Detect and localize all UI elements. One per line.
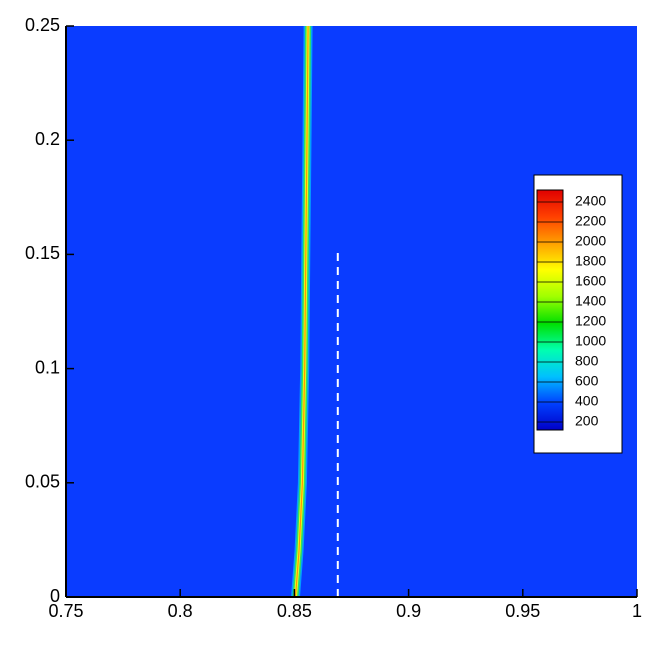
colorbar [536,189,564,431]
x-tick-label: 0.8 [168,601,193,621]
flame-front [294,26,309,597]
colorbar-label: 1400 [575,293,606,309]
y-tick-label: 0.15 [25,243,60,263]
y-tick-label: 0.25 [25,15,60,35]
colorbar-label: 600 [575,373,599,389]
colorbar-label: 1200 [575,313,606,329]
y-tick-label: 0 [50,586,60,606]
colorbar-label: 1000 [575,333,606,349]
colorbar-label: 2400 [575,193,606,209]
colorbar-label: 2000 [575,233,606,249]
colorbar-label: 400 [575,393,599,409]
colorbar-label: 1600 [575,273,606,289]
field [291,26,339,597]
y-tick-label: 0.1 [35,357,60,377]
x-tick-label: 0.9 [396,601,421,621]
y-tick-label: 0.05 [25,472,60,492]
y-tick-label: 0.2 [35,129,60,149]
colorbar-label: 800 [575,353,599,369]
x-tick-label: 0.85 [277,601,312,621]
colorbar-label: 200 [575,413,599,429]
colorbar-label: 1800 [575,253,606,269]
x-tick-label: 0.95 [505,601,540,621]
x-tick-label: 1 [632,601,642,621]
colorbar-label: 2200 [575,213,606,229]
x-tick-label: 0.75 [48,601,83,621]
